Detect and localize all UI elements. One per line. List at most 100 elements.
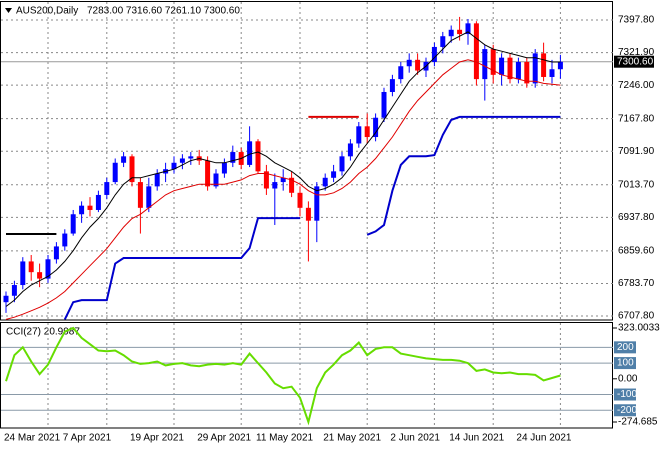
candle-body	[104, 182, 110, 195]
candle-body	[28, 261, 34, 273]
candle-body	[146, 186, 152, 208]
y-tick-label: 7091.90	[618, 146, 655, 157]
x-tick-label: 19 Apr 2021	[130, 433, 184, 444]
x-tick-label: 7 Apr 2021	[63, 433, 112, 444]
candle-body	[79, 205, 85, 215]
candle-body	[373, 117, 379, 138]
candle-body	[406, 59, 412, 67]
candle-body	[465, 23, 471, 35]
candle-body	[289, 177, 295, 193]
level-label: 100	[617, 358, 634, 369]
candle-body	[490, 49, 496, 75]
level-box	[614, 404, 636, 417]
candle-body	[524, 61, 530, 84]
y-tick-label: 7321.90	[618, 47, 655, 58]
level-label: -200	[617, 405, 637, 416]
candle-body	[247, 141, 253, 165]
candle-body	[389, 79, 395, 92]
y-tick-label: 6937.80	[618, 212, 655, 223]
price-panel-frame	[0, 1, 613, 321]
line-series	[5, 31, 561, 307]
ohlc-info: 7283.00 7316.60 7261.10 7300.60	[87, 6, 240, 17]
y-tick-label: 6707.80	[618, 311, 655, 322]
candle-body	[37, 272, 43, 279]
line-series	[5, 326, 561, 426]
candle-body	[515, 61, 521, 80]
y-tick-label: 7246.00	[618, 80, 655, 91]
candle-body	[129, 156, 135, 183]
candle-body	[305, 207, 311, 221]
cci-panel-frame	[0, 322, 613, 429]
candle-body	[331, 171, 337, 178]
candle-body	[112, 162, 118, 183]
candle-body	[339, 156, 345, 172]
candle-body	[179, 158, 185, 163]
x-tick-label: 24 Mar 2021	[4, 433, 61, 444]
candle-body	[188, 156, 194, 159]
candle-body	[549, 69, 555, 77]
candle-body	[154, 173, 160, 187]
candle-body	[62, 233, 68, 247]
line-series	[63, 115, 561, 320]
candle-body	[11, 285, 17, 296]
chart-title: AUS200,Daily	[16, 6, 78, 17]
candle-body	[415, 59, 421, 71]
candle-body	[297, 192, 303, 208]
candle-body	[53, 246, 59, 260]
candle-body	[45, 259, 51, 279]
candle-body	[314, 186, 320, 221]
candle-body	[473, 23, 479, 80]
candle-body	[431, 46, 437, 62]
candle-body	[213, 173, 219, 187]
candle-body	[87, 205, 93, 210]
candle-body	[557, 61, 563, 70]
level-box	[614, 357, 636, 370]
candle-body	[356, 126, 362, 144]
y-tick-label: 0.00	[618, 373, 638, 384]
candle-body	[448, 29, 454, 37]
candle-body	[205, 160, 211, 187]
last-price-box	[614, 55, 654, 68]
candle-body	[347, 143, 353, 157]
cci-title: CCI(27) 20.9987	[6, 327, 80, 338]
x-tick-label: 21 May 2021	[323, 433, 381, 444]
candle-body	[457, 29, 463, 35]
candle-body	[230, 152, 236, 163]
x-tick-label: 11 May 2021	[256, 433, 314, 444]
menu-arrow[interactable]	[5, 8, 12, 13]
candle-body	[499, 57, 505, 75]
candle-body	[137, 182, 143, 208]
x-tick-label: 24 Jun 2021	[516, 433, 571, 444]
candle-body	[272, 182, 278, 189]
candle-body	[322, 177, 328, 187]
last-price-label: 7300.60	[617, 56, 654, 67]
candle-body	[541, 53, 547, 77]
y-tick-label: 6783.70	[618, 278, 655, 289]
candle-body	[364, 126, 370, 138]
x-tick-label: 14 Jun 2021	[449, 433, 504, 444]
line-series	[5, 59, 561, 320]
candle-body	[20, 261, 26, 286]
candle-body	[263, 171, 269, 189]
y-tick-label: 7167.80	[618, 113, 655, 124]
candle-body	[280, 177, 286, 183]
level-label: 200	[617, 342, 634, 353]
y-tick-label: 7013.70	[618, 179, 655, 190]
candle-body	[255, 141, 261, 172]
y-tick-label: 7397.80	[618, 15, 655, 26]
x-tick-label: 2 Jun 2021	[390, 433, 440, 444]
y-tick-label: 323.0033	[618, 323, 660, 334]
candle-body	[482, 49, 488, 80]
candle-body	[70, 214, 76, 234]
candle-body	[221, 162, 227, 174]
candle-body	[95, 194, 101, 210]
y-tick-label: 6859.60	[618, 246, 655, 257]
level-label: -100	[617, 389, 637, 400]
candle-body	[3, 295, 9, 303]
candle-body	[532, 53, 538, 84]
level-box	[614, 388, 636, 401]
y-tick-label: -274.685	[618, 417, 658, 428]
candle-body	[121, 156, 127, 163]
candle-body	[171, 162, 177, 170]
